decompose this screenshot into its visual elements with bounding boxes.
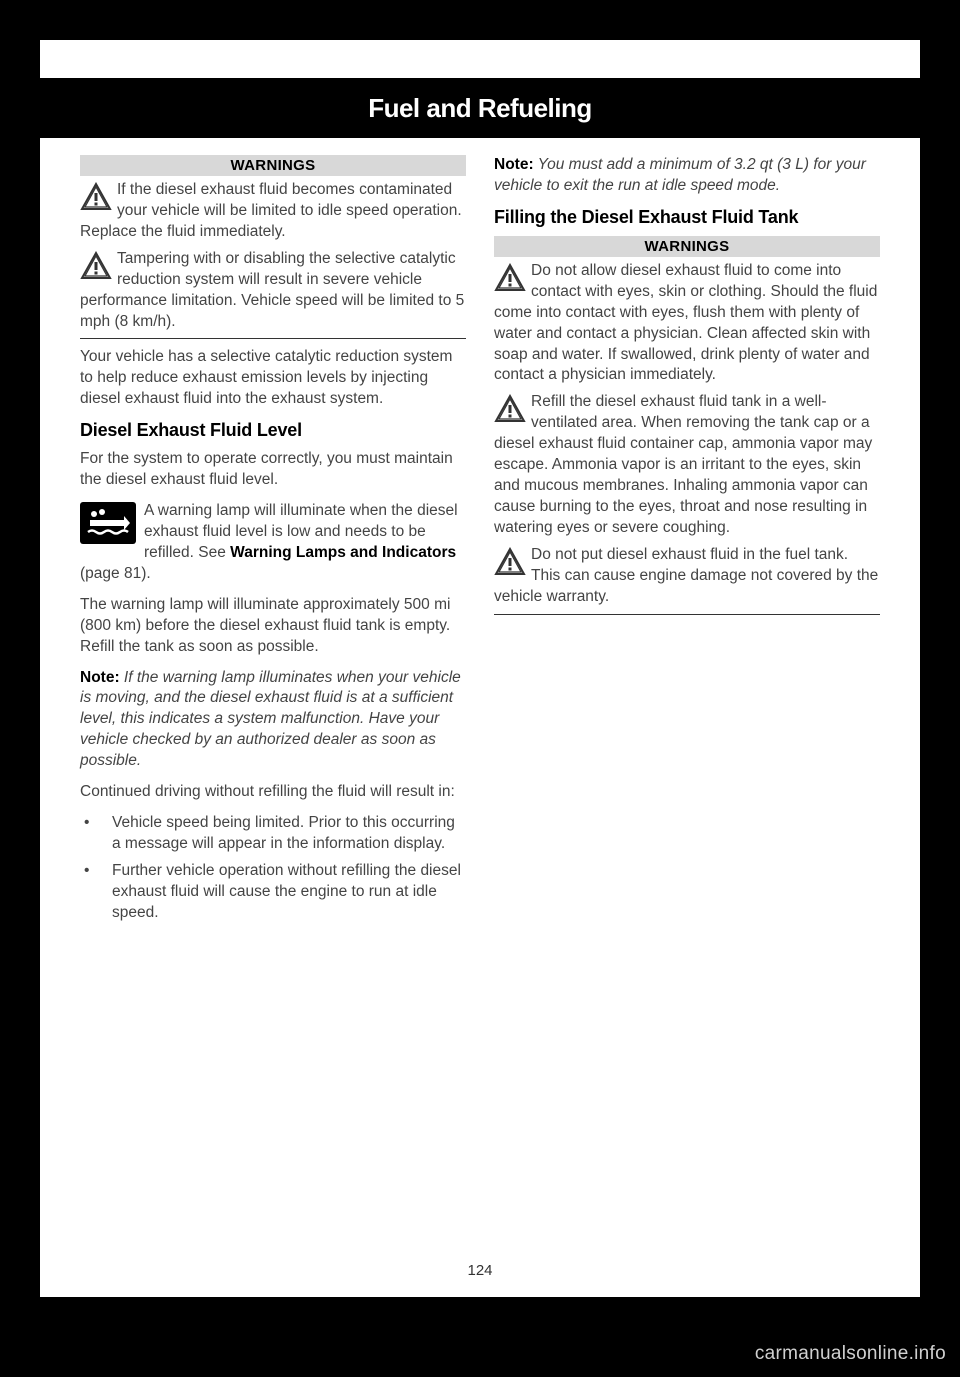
lamp-reference-link[interactable]: Warning Lamps and Indicators: [230, 544, 456, 561]
note-label: Note:: [80, 669, 120, 686]
separator: [494, 614, 880, 615]
lamp-post-text: (page 81).: [80, 565, 151, 582]
page-title: Fuel and Refueling: [368, 93, 592, 124]
lamp-block: A warning lamp will illuminate when the …: [80, 501, 466, 585]
warning-text: Refill the diesel exhaust fluid tank in …: [494, 393, 872, 536]
header-bar: Fuel and Refueling: [40, 78, 920, 138]
warnings-header: WARNINGS: [80, 155, 466, 176]
note-block: Note: You must add a minimum of 3.2 qt (…: [494, 155, 880, 197]
bullet-text: Further vehicle operation without refill…: [112, 862, 461, 921]
right-column: Note: You must add a minimum of 3.2 qt (…: [494, 155, 880, 1257]
warnings-header: WARNINGS: [494, 236, 880, 257]
lamp-info-paragraph: The warning lamp will illuminate approxi…: [80, 595, 466, 658]
exhaust-fluid-icon: [80, 502, 136, 544]
bullet-dot: •: [84, 861, 89, 882]
left-column: WARNINGS If the diesel exhaust fluid bec…: [80, 155, 466, 1257]
note-text: You must add a minimum of 3.2 qt (3 L) f…: [494, 156, 866, 194]
content-area: WARNINGS If the diesel exhaust fluid bec…: [80, 155, 880, 1257]
page-number: 124: [40, 1262, 920, 1279]
warning-item: Refill the diesel exhaust fluid tank in …: [494, 392, 880, 538]
bullet-text: Vehicle speed being limited. Prior to th…: [112, 814, 455, 852]
warning-item: If the diesel exhaust fluid becomes cont…: [80, 180, 466, 243]
warning-item: Do not allow diesel exhaust fluid to com…: [494, 261, 880, 387]
intro-paragraph: Your vehicle has a selective catalytic r…: [80, 347, 466, 410]
page: Fuel and Refueling WARNINGS If the diese…: [40, 40, 920, 1297]
bullet-dot: •: [84, 813, 89, 834]
warning-triangle-icon: [80, 251, 112, 281]
warning-triangle-icon: [494, 547, 526, 577]
list-item: • Further vehicle operation without refil…: [80, 861, 466, 924]
warning-triangle-icon: [494, 263, 526, 293]
warning-text: Do not put diesel exhaust fluid in the f…: [494, 546, 878, 605]
warning-text: Tampering with or disabling the selectiv…: [80, 250, 464, 330]
watermark: carmanualsonline.info: [755, 1343, 946, 1365]
level-paragraph: For the system to operate correctly, you…: [80, 449, 466, 491]
warning-text: Do not allow diesel exhaust fluid to com…: [494, 262, 877, 384]
section-heading: Diesel Exhaust Fluid Level: [80, 420, 466, 441]
note-label: Note:: [494, 156, 534, 173]
warning-item: Do not put diesel exhaust fluid in the f…: [494, 545, 880, 608]
note-text: If the warning lamp illuminates when you…: [80, 669, 461, 770]
continued-paragraph: Continued driving without refilling the …: [80, 782, 466, 803]
warning-text: If the diesel exhaust fluid becomes cont…: [80, 181, 462, 240]
section-heading: Filling the Diesel Exhaust Fluid Tank: [494, 207, 880, 228]
bullet-list: • Vehicle speed being limited. Prior to t…: [80, 813, 466, 924]
warning-triangle-icon: [80, 182, 112, 212]
warning-triangle-icon: [494, 394, 526, 424]
note-block: Note: If the warning lamp illuminates wh…: [80, 668, 466, 773]
list-item: • Vehicle speed being limited. Prior to t…: [80, 813, 466, 855]
separator: [80, 338, 466, 339]
warning-item: Tampering with or disabling the selectiv…: [80, 249, 466, 333]
